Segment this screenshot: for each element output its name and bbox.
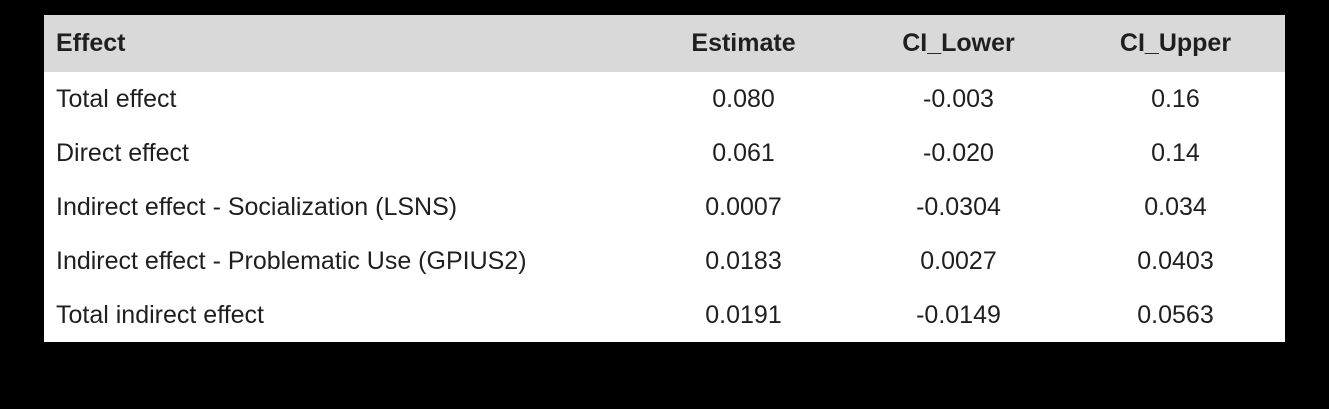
table-row: Total indirect effect 0.0191 -0.0149 0.0… [44, 288, 1285, 342]
column-header-ci-upper: CI_Upper [1066, 15, 1285, 72]
cell-ci-lower: -0.0149 [851, 288, 1066, 342]
table-row: Indirect effect - Socialization (LSNS) 0… [44, 180, 1285, 234]
table-row: Total effect 0.080 -0.003 0.16 [44, 72, 1285, 126]
cell-effect: Total effect [44, 72, 636, 126]
cell-estimate: 0.0183 [636, 234, 851, 288]
cell-effect: Indirect effect - Problematic Use (GPIUS… [44, 234, 636, 288]
cell-effect: Indirect effect - Socialization (LSNS) [44, 180, 636, 234]
cell-ci-upper: 0.0403 [1066, 234, 1285, 288]
header-row: Effect Estimate CI_Lower CI_Upper [44, 15, 1285, 72]
cell-ci-lower: -0.020 [851, 126, 1066, 180]
cell-ci-lower: -0.003 [851, 72, 1066, 126]
column-header-effect: Effect [44, 15, 636, 72]
cell-estimate: 0.061 [636, 126, 851, 180]
cell-ci-lower: 0.0027 [851, 234, 1066, 288]
column-header-ci-lower: CI_Lower [851, 15, 1066, 72]
table-body: Total effect 0.080 -0.003 0.16 Direct ef… [44, 72, 1285, 342]
cell-ci-upper: 0.16 [1066, 72, 1285, 126]
table-row: Direct effect 0.061 -0.020 0.14 [44, 126, 1285, 180]
column-header-estimate: Estimate [636, 15, 851, 72]
cell-ci-upper: 0.034 [1066, 180, 1285, 234]
cell-effect: Total indirect effect [44, 288, 636, 342]
cell-effect: Direct effect [44, 126, 636, 180]
effects-table-container: Effect Estimate CI_Lower CI_Upper Total … [44, 15, 1285, 342]
effects-table: Effect Estimate CI_Lower CI_Upper Total … [44, 15, 1285, 342]
cell-ci-upper: 0.14 [1066, 126, 1285, 180]
cell-ci-upper: 0.0563 [1066, 288, 1285, 342]
cell-estimate: 0.080 [636, 72, 851, 126]
cell-ci-lower: -0.0304 [851, 180, 1066, 234]
cell-estimate: 0.0191 [636, 288, 851, 342]
table-row: Indirect effect - Problematic Use (GPIUS… [44, 234, 1285, 288]
cell-estimate: 0.0007 [636, 180, 851, 234]
table-header: Effect Estimate CI_Lower CI_Upper [44, 15, 1285, 72]
